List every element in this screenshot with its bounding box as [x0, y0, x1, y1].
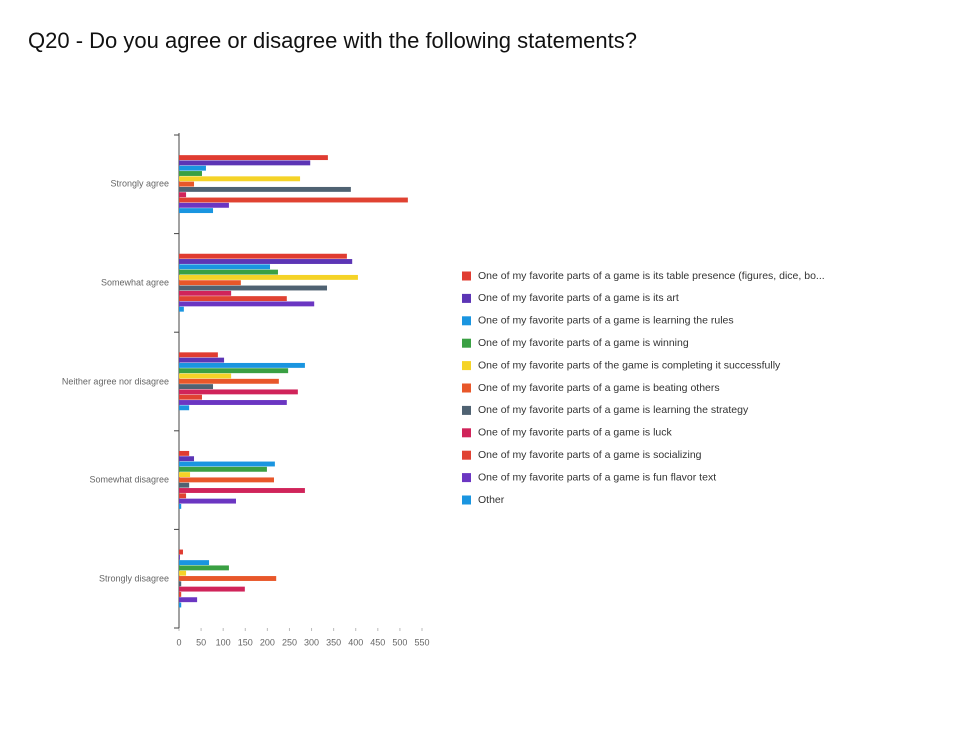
bar — [179, 357, 225, 363]
legend-label: One of my favorite parts of a game is lu… — [478, 427, 672, 439]
x-tick-label: 100 — [216, 637, 231, 647]
bar — [179, 498, 236, 504]
bar — [179, 405, 190, 411]
legend-swatch — [462, 316, 471, 326]
x-tick-label: 400 — [348, 637, 363, 647]
x-tick-label: 500 — [392, 637, 407, 647]
chart-title: Q20 - Do you agree or disagree with the … — [28, 28, 637, 53]
bar — [179, 597, 198, 603]
x-tick-label: 50 — [196, 637, 206, 647]
y-tick-label: Somewhat agree — [100, 277, 169, 288]
legend-label: Other — [478, 494, 505, 506]
legend-swatch — [462, 361, 471, 371]
bar — [179, 581, 182, 587]
legend-swatch — [462, 428, 471, 438]
bar — [179, 450, 190, 456]
bar — [179, 602, 182, 608]
bar — [179, 192, 187, 198]
bar — [179, 259, 353, 264]
bar — [179, 549, 183, 555]
bar — [179, 576, 277, 581]
bar — [179, 503, 182, 509]
y-tick-label: Strongly agree — [110, 178, 169, 189]
legend-swatch — [462, 450, 471, 460]
bar — [179, 384, 214, 390]
bar — [179, 586, 245, 592]
legend-swatch — [462, 405, 471, 415]
bar — [179, 554, 180, 560]
bar — [179, 565, 229, 571]
y-tick-label: Somewhat disagree — [89, 474, 169, 485]
legend-label: One of my favorite parts of a game is be… — [478, 382, 720, 394]
bar — [179, 253, 347, 259]
legend-swatch — [462, 338, 471, 348]
bar — [179, 176, 301, 182]
bar — [179, 477, 274, 483]
bar — [179, 482, 190, 488]
bar — [179, 285, 328, 291]
bar — [179, 362, 305, 368]
x-tick-label: 450 — [370, 637, 385, 647]
legend-label: One of my favorite parts of a game is le… — [478, 315, 734, 327]
x-tick-label: 200 — [260, 637, 275, 647]
bar — [179, 461, 275, 467]
bar — [179, 389, 298, 395]
bar — [179, 301, 315, 307]
bar — [179, 274, 358, 280]
bar — [179, 186, 351, 192]
bar — [179, 493, 187, 499]
bar — [179, 181, 195, 187]
y-tick-label: Neither agree nor disagree — [61, 376, 169, 386]
bar — [179, 456, 195, 462]
legend-label: One of my favorite parts of a game is le… — [478, 404, 749, 416]
bar — [179, 269, 278, 275]
bar — [179, 472, 191, 478]
bar — [179, 352, 218, 358]
bar — [179, 155, 328, 161]
legend-swatch — [462, 293, 471, 303]
legend-label: One of my favorite parts of a game is it… — [478, 270, 825, 282]
bar — [179, 400, 287, 405]
bar — [179, 394, 202, 400]
x-tick-label: 0 — [176, 637, 181, 647]
bar — [179, 368, 289, 374]
bar — [179, 560, 210, 566]
bar — [179, 171, 202, 176]
y-tick-label: Strongly disagree — [98, 573, 169, 584]
legend-label: One of my favorite parts of a game is wi… — [478, 337, 689, 349]
legend-label: One of my favorite parts of a game is fu… — [478, 471, 716, 483]
x-tick-label: 300 — [304, 637, 319, 647]
legend-swatch — [462, 383, 471, 393]
bar — [179, 296, 287, 302]
bar — [179, 378, 279, 384]
bar — [179, 466, 267, 472]
bar — [179, 208, 214, 214]
bar — [179, 570, 187, 576]
bar — [179, 488, 305, 493]
bar — [179, 290, 232, 296]
legend-swatch — [462, 271, 471, 281]
legend-swatch — [462, 495, 471, 505]
bar — [179, 197, 408, 203]
bar — [179, 306, 184, 312]
bar — [179, 165, 206, 171]
x-tick-label: 550 — [414, 637, 429, 647]
legend-label: One of my favorite parts of the game is … — [478, 359, 781, 371]
x-tick-label: 250 — [282, 637, 297, 647]
x-tick-label: 150 — [238, 637, 253, 647]
bar — [179, 202, 229, 208]
bar — [179, 264, 271, 270]
x-tick-label: 350 — [326, 637, 341, 647]
bar — [179, 280, 241, 286]
legend-label: One of my favorite parts of a game is it… — [478, 292, 679, 304]
bar — [179, 591, 182, 597]
legend-label: One of my favorite parts of a game is so… — [478, 449, 702, 461]
bar — [179, 160, 311, 166]
legend-swatch — [462, 473, 471, 483]
bar — [179, 373, 232, 379]
